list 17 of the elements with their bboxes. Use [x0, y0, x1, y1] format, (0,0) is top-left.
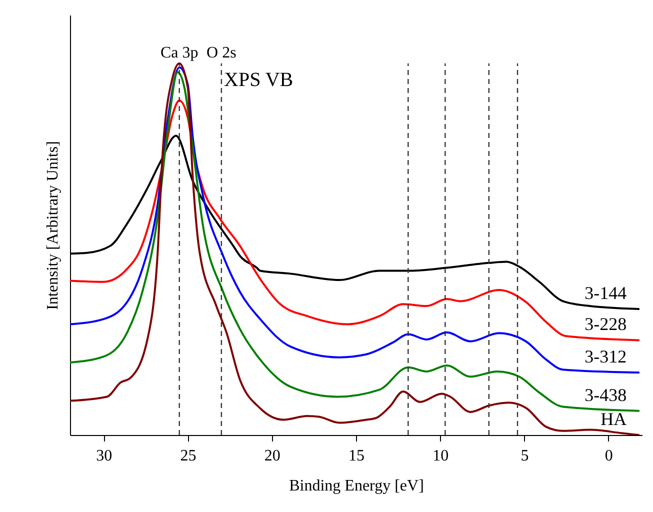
series-label: 3-144	[584, 283, 627, 303]
ref-line-label: Ca 3p	[160, 44, 198, 62]
series-label: 3-228	[584, 314, 627, 334]
x-tick-label: 20	[264, 448, 280, 464]
x-tick-label: 30	[96, 448, 112, 464]
ref-line-label: O 2s	[206, 44, 236, 62]
x-tick-label: 15	[348, 448, 364, 464]
x-tick-label: 25	[180, 448, 196, 464]
series-label: 3-312	[584, 346, 627, 367]
chart-title: XPS VB	[224, 69, 294, 91]
x-tick-label: 0	[604, 448, 613, 464]
series-label: 3-438	[584, 384, 627, 405]
y-axis-title: Intensity [Arbitrary Units]	[44, 141, 62, 310]
x-axis-title: Binding Energy [eV]	[289, 478, 424, 494]
x-tick-label: 10	[432, 448, 449, 464]
x-tick-label: 5	[520, 448, 529, 464]
series-label: HA	[600, 409, 627, 429]
